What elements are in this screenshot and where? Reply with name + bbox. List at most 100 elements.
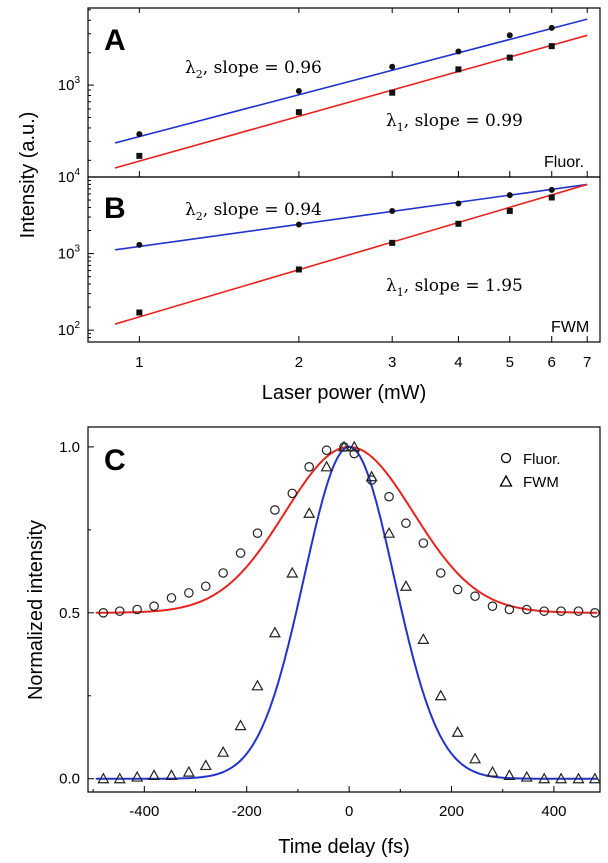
data-point-fwm <box>268 626 281 638</box>
data-point-fwm <box>217 745 230 757</box>
panel-c-frame <box>87 426 601 793</box>
c-y-axis-label: Normalized intensity <box>25 520 47 700</box>
data-point-lambda2 <box>136 131 143 138</box>
data-point-lambda2 <box>455 200 462 207</box>
data-point-fluor <box>304 462 314 472</box>
data-point-fwm <box>520 770 533 782</box>
data-point-fluor <box>166 593 177 603</box>
panel-a-letter: A <box>104 24 126 57</box>
fit-line-lambda1 <box>114 183 588 325</box>
data-point-fluor <box>114 606 125 616</box>
c-x-axis-label: Time delay (fs) <box>278 836 410 858</box>
data-point-fluor <box>235 548 246 558</box>
panel-c-plot: -400 -200 0 200 400 0.0 0.5 1.0 <box>59 439 601 820</box>
data-point-fwm <box>337 440 351 452</box>
y-tick-label: 104 <box>58 167 81 186</box>
data-point-fwm <box>555 772 568 784</box>
panel-a-frame <box>87 7 601 178</box>
data-point-fwm <box>303 507 316 518</box>
fwm-fit <box>95 445 598 780</box>
data-point-lambda2 <box>136 241 143 248</box>
y-tick-label: 0.0 <box>59 771 80 788</box>
y-tick-label: 103 <box>58 75 81 94</box>
fit-line-lambda2 <box>114 18 588 144</box>
data-point-fluor <box>349 448 360 459</box>
data-point-lambda2 <box>548 24 555 31</box>
x-tick-label: 2 <box>295 354 303 371</box>
data-point-fluor <box>149 601 159 611</box>
data-point-fluor <box>452 584 463 595</box>
legend-label-fwm: FWM <box>523 474 559 491</box>
data-point-lambda1 <box>548 43 555 50</box>
x-tick-label: -200 <box>232 803 262 820</box>
data-point-fwm <box>286 566 299 578</box>
data-point-fwm <box>148 769 161 781</box>
panel-c-letter: C <box>104 444 126 477</box>
data-point-fluor <box>521 604 532 615</box>
data-point-fwm <box>234 719 247 731</box>
x-tick-label: 0 <box>345 803 353 820</box>
panel-a-tag: Fluor. <box>544 154 584 171</box>
data-point-fluor <box>539 606 549 616</box>
data-point-fwm <box>131 770 144 782</box>
data-point-lambda1 <box>389 89 396 96</box>
data-point-fluor <box>270 505 280 515</box>
data-point-fwm <box>588 772 601 784</box>
data-point-fwm <box>469 752 482 764</box>
panel-c: C -400 -200 0 200 400 0.0 0.5 1.0 Fluor. FWM <box>59 426 601 820</box>
data-point-fwm <box>348 440 361 452</box>
data-point-fwm <box>503 769 516 781</box>
legend-label-fluor: Fluor. <box>523 451 561 468</box>
panel-a: A Fluor. λ2, slope = 0.96 λ1, slope = 0.… <box>58 7 601 178</box>
x-tick-label: 400 <box>541 803 566 820</box>
legend-marker-fwm <box>499 474 513 487</box>
data-point-fluor <box>321 445 332 456</box>
panel-b-tag: FWM <box>551 319 589 336</box>
data-point-lambda1 <box>506 207 513 214</box>
data-point-fluor <box>184 588 194 598</box>
data-point-lambda2 <box>548 186 555 193</box>
data-point-fwm <box>417 633 430 644</box>
data-point-lambda1 <box>295 109 302 116</box>
data-point-lambda2 <box>455 48 462 55</box>
data-point-fluor <box>435 568 446 578</box>
data-point-fwm <box>365 470 378 482</box>
data-point-lambda2 <box>295 221 302 228</box>
data-point-fluor <box>200 581 211 592</box>
legend-marker-fluor <box>500 452 512 464</box>
data-point-fluor <box>218 568 228 578</box>
data-point-fwm <box>165 769 178 781</box>
x-tick-label: 5 <box>506 354 514 371</box>
panel-b: B FWM λ2, slope = 0.94 λ1, slope = 1.95 … <box>58 167 601 371</box>
data-point-fwm <box>320 460 333 472</box>
data-point-fluor <box>418 538 429 548</box>
data-point-lambda1 <box>506 54 513 61</box>
data-point-fluor <box>556 606 566 616</box>
data-point-lambda1 <box>295 266 302 273</box>
data-point-fwm <box>251 679 264 691</box>
data-point-lambda1 <box>455 220 462 227</box>
data-point-fluor <box>132 604 142 615</box>
data-point-lambda1 <box>136 152 143 159</box>
data-point-fwm <box>199 759 212 771</box>
panel-a-plot: 103 <box>58 8 588 177</box>
data-point-fwm <box>113 772 126 784</box>
x-tick-label: 200 <box>439 803 464 820</box>
data-point-lambda2 <box>506 192 513 199</box>
data-point-lambda1 <box>136 309 143 316</box>
panel-b-frame <box>87 176 601 343</box>
panel-a-label-lambda2: λ2, slope = 0.96 <box>185 58 322 81</box>
data-point-fwm <box>182 765 195 777</box>
y-tick-label: 1.0 <box>59 439 80 456</box>
data-point-fluor <box>487 601 498 611</box>
data-point-lambda2 <box>389 63 396 70</box>
data-point-lambda2 <box>506 32 513 39</box>
ab-x-axis-label: Laser power (mW) <box>262 382 426 404</box>
data-point-fwm <box>399 580 412 591</box>
data-point-fluor <box>98 608 109 618</box>
data-point-fwm <box>572 772 585 784</box>
data-point-lambda1 <box>455 66 462 73</box>
data-point-lambda2 <box>295 88 302 95</box>
data-point-lambda1 <box>548 194 555 201</box>
